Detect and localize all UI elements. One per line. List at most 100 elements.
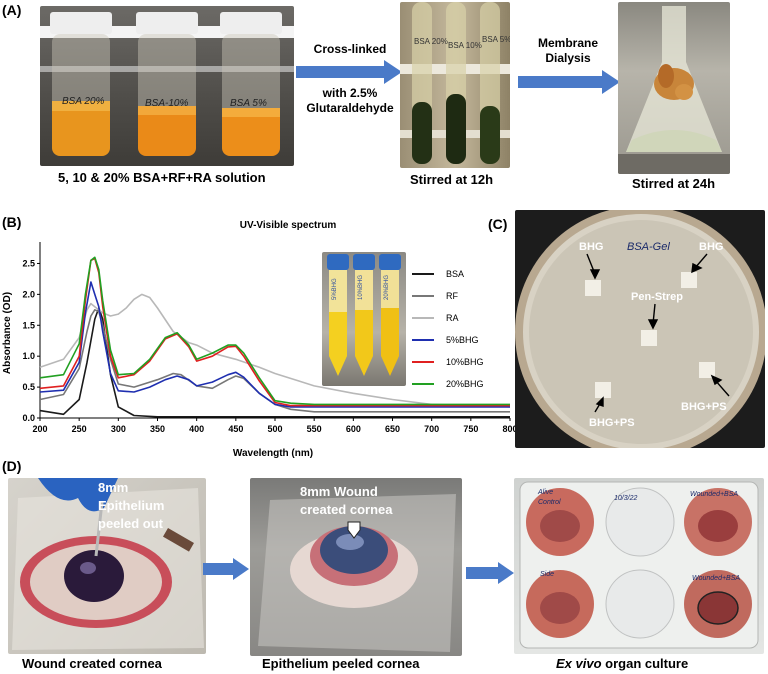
jars-photo: BSA 20% BSA-10% BSA 5%: [40, 6, 294, 166]
legend-label: BSA: [446, 269, 464, 279]
series-line-20pctbhg: [39, 256, 510, 406]
tubes-photo: BSA 20% BSA 10% BSA 5%: [400, 2, 510, 168]
plate-label-bhg-2: BHG: [699, 241, 723, 253]
flask-photo: [618, 2, 730, 174]
vial-5: [327, 254, 349, 376]
well-label-3: 10/3/22: [614, 495, 637, 502]
caption-24h: Stirred at 24h: [632, 176, 716, 191]
tube-5: [480, 2, 500, 164]
x-tick-label: 500: [267, 424, 282, 434]
y-tick-label: 1.0: [22, 351, 35, 361]
arrow2-top-label-2: Dialysis: [545, 51, 591, 65]
photo2-text-2: created cornea: [300, 502, 393, 517]
x-tick-label: 550: [307, 424, 322, 434]
x-tick-label: 400: [189, 424, 204, 434]
photo1-text-2: Epithelium: [98, 498, 164, 513]
panel-b-label: (B): [2, 214, 22, 230]
epithelium-cornea-photo: 8mm Wound created cornea: [250, 478, 462, 656]
jar-label-3: BSA 5%: [230, 98, 267, 109]
photo1-text-1: 8mm: [98, 480, 128, 495]
x-tick-label: 350: [150, 424, 165, 434]
arrow1-bottom-label-1: with 2.5%: [322, 86, 378, 100]
arrow1-top-label: Cross-linked: [313, 42, 387, 56]
uv-vis-chart: UV-Visible spectrum Absorbance (OD) Wave…: [2, 220, 518, 459]
chart-title: UV-Visible spectrum: [240, 220, 337, 231]
chart-ylabel: Absorbance (OD): [2, 292, 13, 374]
caption-ex-vivo-italic: Ex vivo: [556, 656, 602, 671]
legend-label: 10%BHG: [446, 357, 484, 367]
patch-bhg-2: [681, 272, 697, 288]
arrow1-bottom-label-2: Glutaraldehyde: [306, 101, 394, 115]
well-label-1: Alive: [537, 489, 553, 496]
vial-label-3: 20%BHG: [384, 275, 390, 300]
x-tick-label: 750: [463, 424, 478, 434]
wound-cornea-photo: 8mm Epithelium peeled out: [8, 478, 206, 654]
x-tick-label: 600: [346, 424, 361, 434]
caption-ex-vivo-rest: organ culture: [601, 656, 689, 671]
patch-bhgps-1: [595, 382, 611, 398]
well-label-6: Wounded+BSA: [692, 575, 740, 582]
y-tick-label: 0.5: [22, 382, 35, 392]
caption-12h: Stirred at 12h: [410, 172, 494, 187]
arrow-right-icon-3: [203, 558, 249, 580]
legend-label: RA: [446, 313, 459, 323]
y-tick-label: 0.0: [22, 413, 35, 423]
arrow-right-icon-2: [518, 70, 620, 94]
tube-20: [412, 2, 432, 164]
series-line-rf: [39, 309, 510, 413]
patch-bhg-1: [585, 280, 601, 296]
caption-wound: Wound created cornea: [22, 656, 162, 671]
arrow-right-icon-4: [466, 562, 514, 584]
chart-xlabel: Wavelength (nm): [233, 448, 313, 459]
vial-label-2: 10%BHG: [358, 275, 364, 300]
petri-dish-photo: BSA-Gel BHG BHG Pen-Strep BHG+PS BHG+PS: [515, 210, 765, 448]
arrow2-top-label-1: Membrane: [537, 36, 599, 50]
arrow-right-icon: [296, 60, 402, 84]
caption-ex-vivo: Ex vivo organ culture: [556, 656, 688, 671]
jar-label-2: BSA-10%: [145, 98, 188, 109]
well-label-4: Wounded+BSA: [690, 491, 738, 498]
tube-10: [446, 2, 466, 164]
jar-5: [220, 12, 282, 156]
plate-label-bhg-1: BHG: [579, 241, 603, 253]
photo1-text-3: peeled out: [98, 516, 164, 531]
vials-inset-photo: 5%BHG 10%BHG 20%BHG: [322, 252, 406, 386]
tube-label-3: BSA 5%: [482, 35, 510, 44]
vial-20: [379, 254, 401, 376]
series-line-10pctbhg: [39, 257, 510, 407]
patch-penstrep: [641, 330, 657, 346]
patch-bhgps-2: [699, 362, 715, 378]
caption-solution: 5, 10 & 20% BSA+RF+RA solution: [58, 170, 266, 185]
legend-label: 20%BHG: [446, 379, 484, 389]
vial-10: [353, 254, 375, 376]
x-tick-label: 450: [228, 424, 243, 434]
series-line-5pctbhg: [39, 281, 510, 408]
y-tick-label: 2.5: [22, 258, 35, 268]
caption-epithelium: Epithelium peeled cornea: [262, 656, 420, 671]
panel-a-label: (A): [2, 2, 22, 18]
tube-label-2: BSA 10%: [448, 41, 482, 50]
legend-label: RF: [446, 291, 458, 301]
y-tick-label: 1.5: [22, 320, 35, 330]
jar-10: [136, 12, 198, 156]
plate-handwriting: BSA-Gel: [627, 241, 670, 253]
y-tick-label: 2.0: [22, 289, 35, 299]
legend-label: 5%BHG: [446, 335, 479, 345]
series-line-ra: [39, 293, 511, 408]
panel-d-label: (D): [2, 458, 22, 474]
vial-label-1: 5%BHG: [332, 278, 338, 300]
x-tick-label: 250: [72, 424, 87, 434]
well-label-5: Side: [540, 571, 554, 578]
well-label-2: Control: [538, 499, 561, 506]
photo2-text-1: 8mm Wound: [300, 484, 378, 499]
panel-c-label: (C): [488, 216, 508, 232]
plate-label-bhgps-2: BHG+PS: [681, 401, 727, 413]
plate-label-penstrep: Pen-Strep: [631, 291, 683, 303]
x-tick-label: 650: [385, 424, 400, 434]
jar-label-1: BSA 20%: [62, 96, 105, 107]
x-tick-label: 200: [32, 424, 47, 434]
x-tick-label: 800: [502, 424, 517, 434]
x-tick-label: 700: [424, 424, 439, 434]
x-tick-label: 300: [111, 424, 126, 434]
well-2: [605, 487, 675, 557]
